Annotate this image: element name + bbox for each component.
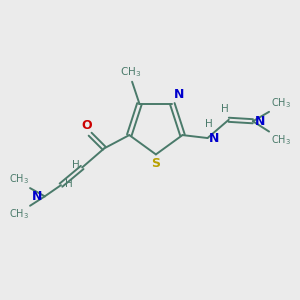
Text: H: H <box>205 119 213 129</box>
Text: H: H <box>65 179 73 189</box>
Text: N: N <box>209 132 219 145</box>
Text: O: O <box>82 119 92 132</box>
Text: N: N <box>32 190 42 203</box>
Text: CH$_3$: CH$_3$ <box>271 133 290 147</box>
Text: H: H <box>221 104 229 115</box>
Text: H: H <box>72 160 80 170</box>
Text: CH$_3$: CH$_3$ <box>271 96 290 110</box>
Text: N: N <box>174 88 184 101</box>
Text: CH$_3$: CH$_3$ <box>120 66 141 80</box>
Text: CH$_3$: CH$_3$ <box>9 172 28 186</box>
Text: N: N <box>255 115 265 128</box>
Text: CH$_3$: CH$_3$ <box>9 207 28 221</box>
Text: S: S <box>152 157 160 170</box>
